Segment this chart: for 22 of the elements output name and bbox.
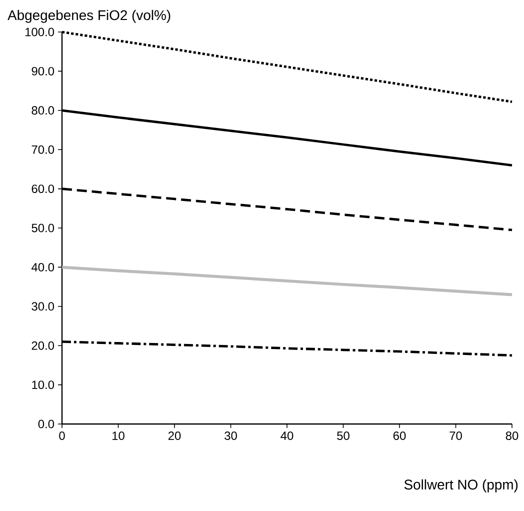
y-tick-label: 60.0 — [32, 184, 54, 194]
x-tick-label: 60 — [393, 432, 406, 440]
y-axis-title: Abgegebenes FiO2 (vol%) — [8, 10, 170, 23]
x-axis-title: Sollwert NO (ppm) — [404, 479, 518, 492]
y-tick-label: 50.0 — [32, 224, 54, 232]
y-tick-label: 0.0 — [38, 420, 54, 428]
y-tick-label: 100.0 — [25, 28, 54, 36]
y-tick-label: 40.0 — [32, 262, 54, 272]
x-tick-label: 50 — [337, 432, 350, 440]
x-tick-label: 40 — [280, 432, 294, 440]
y-tick-label: 80.0 — [32, 106, 54, 115]
x-tick-label: 30 — [224, 432, 237, 440]
y-tick-label: 70.0 — [32, 145, 54, 154]
y-tick-label: 10.0 — [32, 380, 54, 390]
y-tick-label: 30.0 — [32, 302, 54, 311]
y-tick-label: 90.0 — [32, 66, 54, 76]
x-tick-label: 10 — [112, 432, 124, 440]
y-tick-label: 20.0 — [32, 341, 54, 350]
x-tick-label: 20 — [168, 432, 181, 440]
x-tick-label: 80 — [506, 432, 518, 440]
x-tick-label: 0 — [59, 432, 65, 440]
x-tick-label: 70 — [450, 432, 462, 440]
